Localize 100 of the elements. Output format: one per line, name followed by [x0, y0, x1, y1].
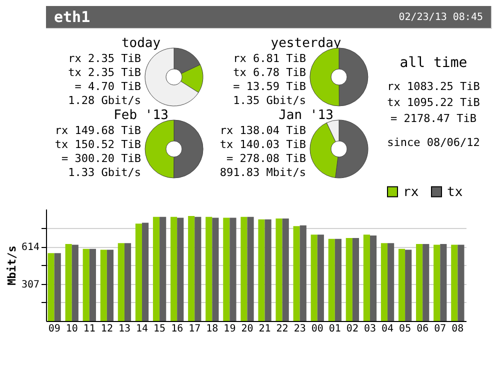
- legend-label: tx: [447, 184, 463, 200]
- y-axis-title: Mbit/s: [5, 246, 18, 286]
- bar: [135, 224, 142, 321]
- bar: [142, 222, 149, 321]
- text: rx 2.35 TiB: [68, 52, 142, 65]
- legend-label: rx: [403, 184, 419, 200]
- bar: [334, 238, 342, 321]
- x-tick-label: 02: [346, 324, 358, 334]
- bar: [48, 253, 54, 321]
- bar: [363, 234, 370, 321]
- chart-title: Jan '13: [278, 108, 334, 123]
- text: tx 2.35 TiB: [68, 66, 142, 79]
- bar: [405, 250, 412, 321]
- bar: [152, 216, 160, 321]
- bar: [223, 218, 230, 321]
- x-tick-label: 16: [171, 324, 184, 334]
- text: = 278.08 TiB: [226, 152, 306, 165]
- bar: [264, 219, 272, 321]
- bar: [276, 218, 282, 321]
- bar: [317, 234, 324, 321]
- text: 1.35 Gbit/s: [233, 94, 306, 107]
- bar: [54, 253, 61, 321]
- bar: [118, 243, 124, 321]
- bar: [352, 238, 360, 321]
- bar: [440, 244, 447, 321]
- bar: [240, 216, 248, 321]
- x-tick-label: 11: [83, 324, 96, 334]
- bar: [194, 216, 202, 321]
- x-tick-label: 12: [100, 324, 113, 334]
- bar: [177, 218, 184, 321]
- text: tx 1095.22 TiB: [387, 96, 480, 109]
- x-tick-label: 19: [224, 324, 236, 334]
- bar: [293, 226, 300, 321]
- text: rx 149.68 TiB: [54, 124, 142, 137]
- text: = 4.70 TiB: [74, 80, 142, 93]
- text: tx 6.78 TiB: [233, 66, 306, 79]
- bar: [451, 244, 458, 321]
- bar: [282, 218, 289, 321]
- x-tick-label: 01: [328, 324, 341, 334]
- x-tick-label: 22: [276, 324, 288, 334]
- text: rx 1083.25 TiB: [387, 80, 480, 93]
- bar: [388, 243, 394, 321]
- x-tick-label: 07: [434, 324, 446, 334]
- x-tick-label: 04: [382, 324, 394, 334]
- bar: [434, 244, 440, 321]
- x-tick-label: 14: [136, 324, 148, 334]
- bar: [160, 216, 166, 321]
- text: since 08/06/12: [387, 136, 480, 149]
- bar: [65, 244, 72, 321]
- x-tick-label: 05: [399, 324, 412, 334]
- text: all time: [400, 55, 468, 71]
- bar: [100, 250, 107, 321]
- bar: [300, 225, 306, 321]
- x-tick-label: 10: [66, 324, 78, 334]
- text: = 13.59 TiB: [233, 80, 306, 93]
- text: rx 138.04 TiB: [220, 124, 306, 137]
- bar: [398, 248, 406, 321]
- bar: [346, 238, 352, 321]
- text: 891.83 Mbit/s: [220, 166, 306, 179]
- bar: [310, 234, 318, 321]
- bar: [188, 216, 195, 321]
- text: tx 140.03 TiB: [220, 138, 306, 151]
- chart-title: yesterday: [270, 36, 342, 51]
- bar: [82, 248, 90, 321]
- x-tick-label: 17: [188, 324, 201, 334]
- bar: [416, 244, 423, 321]
- x-tick-label: 23: [294, 324, 306, 334]
- bar: [380, 243, 388, 321]
- bar: [206, 216, 212, 321]
- bar: [370, 235, 377, 321]
- chart-title: today: [121, 36, 161, 51]
- x-tick-label: 08: [452, 324, 464, 334]
- text: 1.33 Gbit/s: [68, 166, 141, 179]
- text: = 300.20 TiB: [62, 152, 142, 165]
- bar: [124, 243, 132, 321]
- bar: [458, 244, 464, 321]
- text: = 2178.47 TiB: [390, 112, 477, 125]
- y-tick-label: 307: [21, 279, 40, 290]
- x-tick-label: 21: [258, 324, 271, 334]
- x-tick-label: 15: [154, 324, 166, 334]
- x-tick-label: 06: [416, 324, 429, 334]
- y-tick-label: 614: [21, 242, 40, 254]
- text: 1.28 Gbit/s: [68, 94, 141, 107]
- chart-title: Feb '13: [114, 108, 168, 123]
- bar: [230, 218, 236, 321]
- x-tick-label: 18: [206, 324, 218, 334]
- bar: [328, 238, 335, 321]
- bar: [212, 218, 219, 321]
- bar: [72, 244, 78, 321]
- bar: [170, 216, 178, 321]
- bar: [422, 244, 430, 321]
- text: 02/23/13 08:45: [398, 12, 483, 23]
- x-tick-label: 20: [241, 324, 254, 334]
- x-tick-label: 09: [48, 324, 60, 334]
- x-tick-label: 13: [118, 324, 130, 334]
- text: eth1: [54, 8, 90, 26]
- text: rx 6.81 TiB: [233, 52, 306, 65]
- bar: [247, 216, 254, 321]
- bar: [89, 248, 96, 321]
- text: tx 150.52 TiB: [54, 138, 142, 151]
